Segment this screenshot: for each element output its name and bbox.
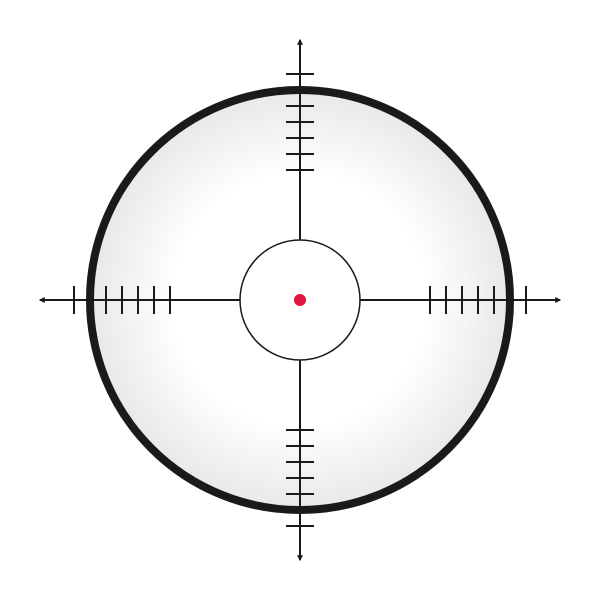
center-dot: [294, 294, 306, 306]
crosshair-scope: [0, 0, 600, 600]
